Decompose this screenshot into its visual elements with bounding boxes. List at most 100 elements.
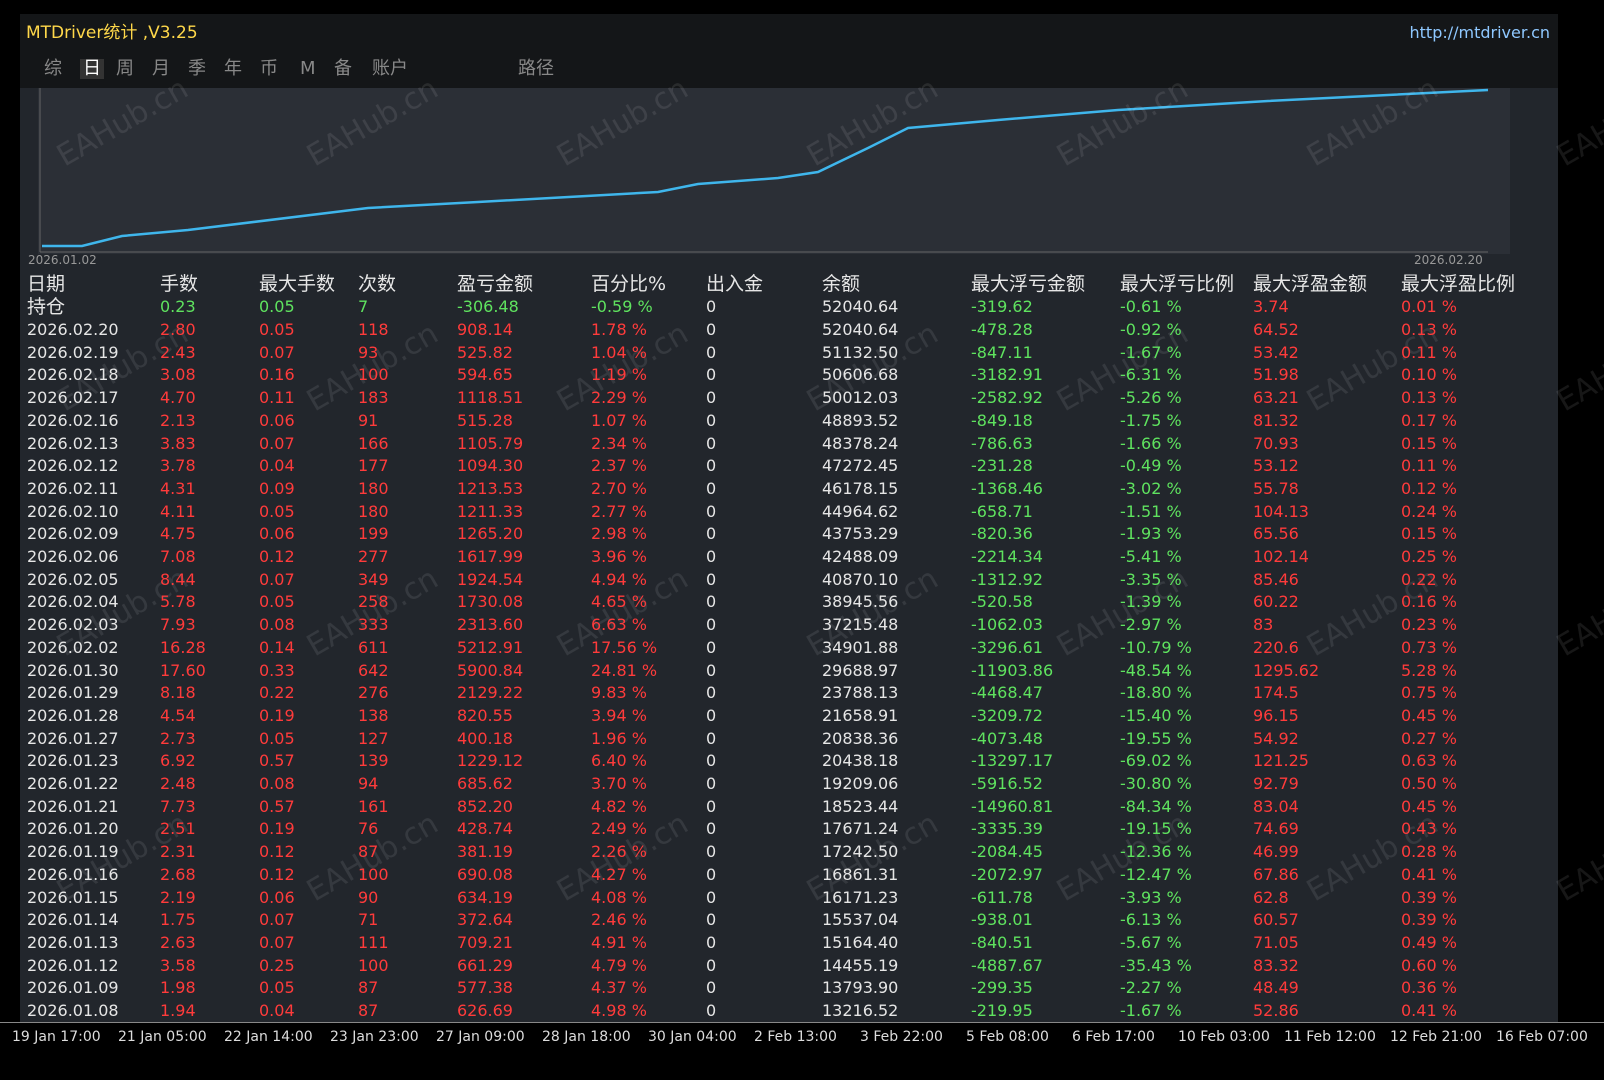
time-label: 19 Jan 17:00 [12, 1029, 101, 1045]
table-cell: 18523.44 [822, 796, 899, 816]
table-cell: -1.75 % [1120, 410, 1182, 430]
table-cell: 2026.01.23 [27, 751, 119, 771]
table-cell: 381.19 [457, 842, 513, 862]
table-cell: 0 [706, 569, 717, 589]
table-cell: 138 [358, 705, 389, 725]
table-cell: -30.80 % [1120, 774, 1192, 793]
table-cell: 0.10 % [1401, 365, 1457, 385]
table-cell: 2.63 [160, 932, 196, 952]
table-cell: 19209.06 [822, 774, 899, 793]
table-cell: 21658.91 [822, 705, 899, 725]
table-cell: -3182.91 [971, 365, 1043, 385]
table-cell: -1.67 % [1120, 342, 1182, 362]
table-cell: -14960.81 [971, 796, 1054, 816]
table-cell: 2026.02.02 [27, 637, 119, 657]
equity-curve [42, 88, 1489, 248]
table-cell: -18.80 % [1120, 683, 1192, 703]
table-cell: 2.29 % [591, 388, 647, 408]
table-cell: 0.07 [259, 932, 295, 952]
table-cell: 1924.54 [457, 569, 524, 589]
holding-cell: 52040.64 [822, 297, 899, 316]
tab[interactable]: 周 [116, 58, 134, 79]
table-cell: 0 [706, 478, 717, 498]
table-cell: 1265.20 [457, 524, 524, 544]
table-cell: 0.06 [259, 524, 295, 544]
table-cell: 17.56 % [591, 637, 658, 657]
table-cell: 92.79 [1253, 774, 1299, 793]
url[interactable]: http://mtdriver.cn [1409, 23, 1551, 42]
table-cell: 2026.02.03 [27, 615, 119, 635]
table-cell: 48.49 [1253, 978, 1299, 998]
holding-cell: 7 [358, 297, 369, 316]
table-cell: 4.79 % [591, 955, 647, 975]
table-cell: -69.02 % [1120, 751, 1192, 771]
table-cell: 0 [706, 547, 717, 566]
table-cell: 642 [358, 660, 389, 680]
table-cell: 0.06 [259, 887, 295, 907]
table-cell: 5900.84 [457, 660, 524, 680]
tab[interactable]: 路径 [518, 58, 554, 79]
table-cell: 0 [706, 342, 717, 362]
table-cell: 111 [358, 932, 389, 952]
time-label: 6 Feb 17:00 [1072, 1029, 1155, 1045]
table-cell: 0 [706, 887, 717, 907]
tab[interactable]: 币 [260, 58, 278, 79]
table-cell: 71 [358, 910, 379, 930]
table-cell: 6.63 % [591, 615, 647, 635]
table-cell: 177 [358, 456, 389, 476]
table-cell: 2.26 % [591, 842, 647, 862]
table-cell: 2026.01.22 [27, 774, 119, 793]
table-cell: 74.69 [1253, 819, 1299, 839]
table-cell: -0.92 % [1120, 320, 1182, 339]
table-cell: 199 [358, 524, 389, 544]
table-cell: 0 [706, 365, 717, 385]
tab[interactable]: 账户 [372, 58, 408, 79]
time-label: 16 Feb 07:00 [1496, 1029, 1588, 1045]
tab[interactable]: 备 [334, 58, 352, 79]
table-cell: 0.11 [259, 388, 295, 408]
title-bar [20, 14, 1558, 88]
column-header: 最大手数 [259, 273, 336, 295]
table-cell: 577.38 [457, 978, 513, 998]
time-label: 12 Feb 21:00 [1390, 1029, 1482, 1045]
table-cell: -4468.47 [971, 683, 1043, 703]
table-cell: -847.11 [971, 342, 1033, 362]
table-cell: 0.45 % [1401, 705, 1457, 725]
table-cell: 60.22 [1253, 592, 1299, 612]
holding-cell: 0.23 [160, 297, 196, 316]
table-cell: 17.60 [160, 660, 206, 680]
table-cell: 0.12 [259, 842, 295, 862]
table-cell: 87 [358, 978, 379, 998]
tab[interactable]: 日 [80, 59, 104, 79]
tab[interactable]: 月 [152, 58, 170, 79]
tab[interactable]: 年 [224, 58, 242, 79]
table-cell: 2026.01.28 [27, 705, 119, 725]
tab[interactable]: M [300, 58, 316, 79]
table-cell: 83.04 [1253, 796, 1299, 816]
table-cell: 0.08 [259, 774, 295, 793]
table-cell: 55.78 [1253, 478, 1299, 498]
table-cell: 0.05 [259, 320, 295, 339]
table-cell: -1368.46 [971, 478, 1043, 498]
table-cell: 17242.50 [822, 842, 899, 862]
table-cell: 2.48 [160, 774, 196, 793]
table-cell: 626.69 [457, 1001, 513, 1020]
table-cell: 1617.99 [457, 547, 524, 566]
table-cell: 0 [706, 388, 717, 408]
tab[interactable]: 季 [188, 58, 206, 79]
table-cell: 0.13 % [1401, 320, 1457, 339]
table-cell: 13216.52 [822, 1001, 899, 1020]
table-cell: 0 [706, 660, 717, 680]
table-cell: 0.50 % [1401, 774, 1457, 793]
table-cell: -231.28 [971, 456, 1033, 476]
table-cell: 166 [358, 433, 389, 453]
table-cell: 2.73 [160, 728, 196, 748]
table-cell: 908.14 [457, 320, 513, 339]
table-cell: 4.82 % [591, 796, 647, 816]
tab[interactable]: 综 [44, 58, 62, 79]
table-cell: 2.13 [160, 410, 196, 430]
table-cell: 37215.48 [822, 615, 899, 635]
table-cell: 0 [706, 524, 717, 544]
table-cell: 121.25 [1253, 751, 1309, 771]
holding-cell: 3.74 [1253, 297, 1289, 316]
